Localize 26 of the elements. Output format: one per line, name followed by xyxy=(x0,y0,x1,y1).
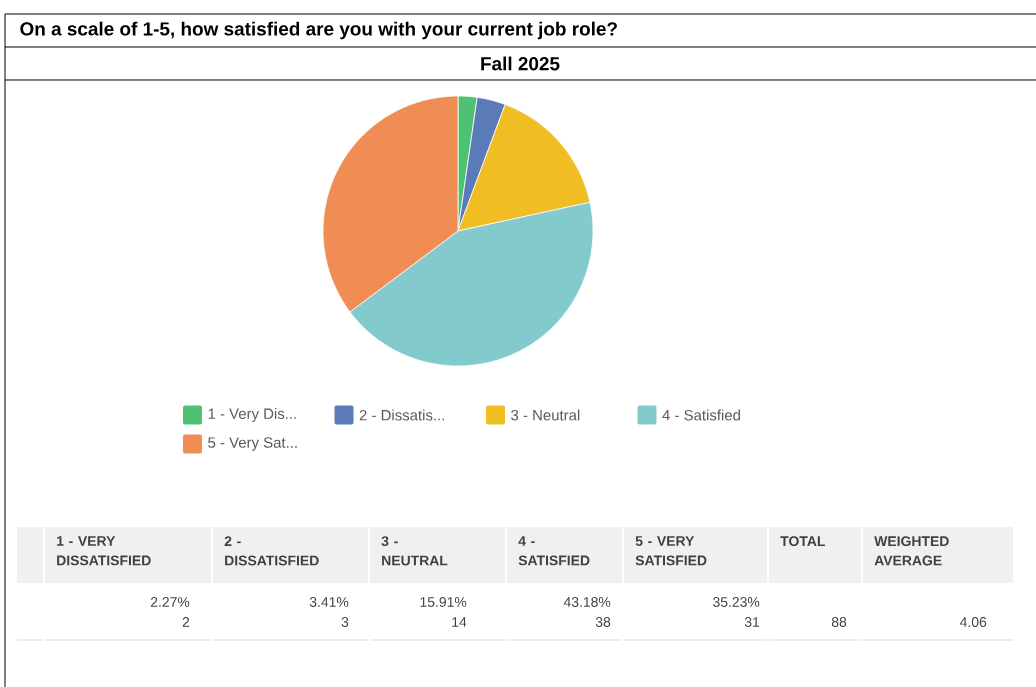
chart-title: On a scale of 1-5, how satisfied are you with your current job role? xyxy=(20,21,617,40)
text: 15.91% xyxy=(420,597,467,607)
text: 3 - NEUTRAL xyxy=(381,536,448,566)
legend-label: 4 - Satisfied xyxy=(662,409,740,421)
text: 38 xyxy=(595,617,611,627)
text: 3 xyxy=(341,617,349,627)
text: 31 xyxy=(744,617,760,627)
text: 4 - SATISFIED xyxy=(518,536,590,566)
legend-label: 2 - Dissatis... xyxy=(359,409,444,421)
text: 88 xyxy=(831,617,847,627)
text: TOTAL xyxy=(780,536,825,547)
chart-subtitle: Fall 2025 xyxy=(481,56,560,71)
text: WEIGHTED AVERAGE xyxy=(874,536,949,566)
text: 2 - DISSATISFIED xyxy=(224,536,319,566)
legend-label: 3 - Neutral xyxy=(511,409,580,421)
legend-label: 5 - Very Sat... xyxy=(208,437,297,451)
text: 4.06 xyxy=(959,617,987,627)
text: 2 xyxy=(182,617,190,627)
text: 2.27% xyxy=(150,597,190,607)
text: 5 - VERY SATISFIED xyxy=(635,536,707,566)
text: 14 xyxy=(452,617,467,627)
text: 3.41% xyxy=(309,597,349,607)
text: 35.23% xyxy=(713,597,760,607)
text: 43.18% xyxy=(563,597,611,607)
text: 1 - VERY DISSATISFIED xyxy=(57,536,151,566)
legend-label: 1 - Very Dis... xyxy=(208,408,296,422)
